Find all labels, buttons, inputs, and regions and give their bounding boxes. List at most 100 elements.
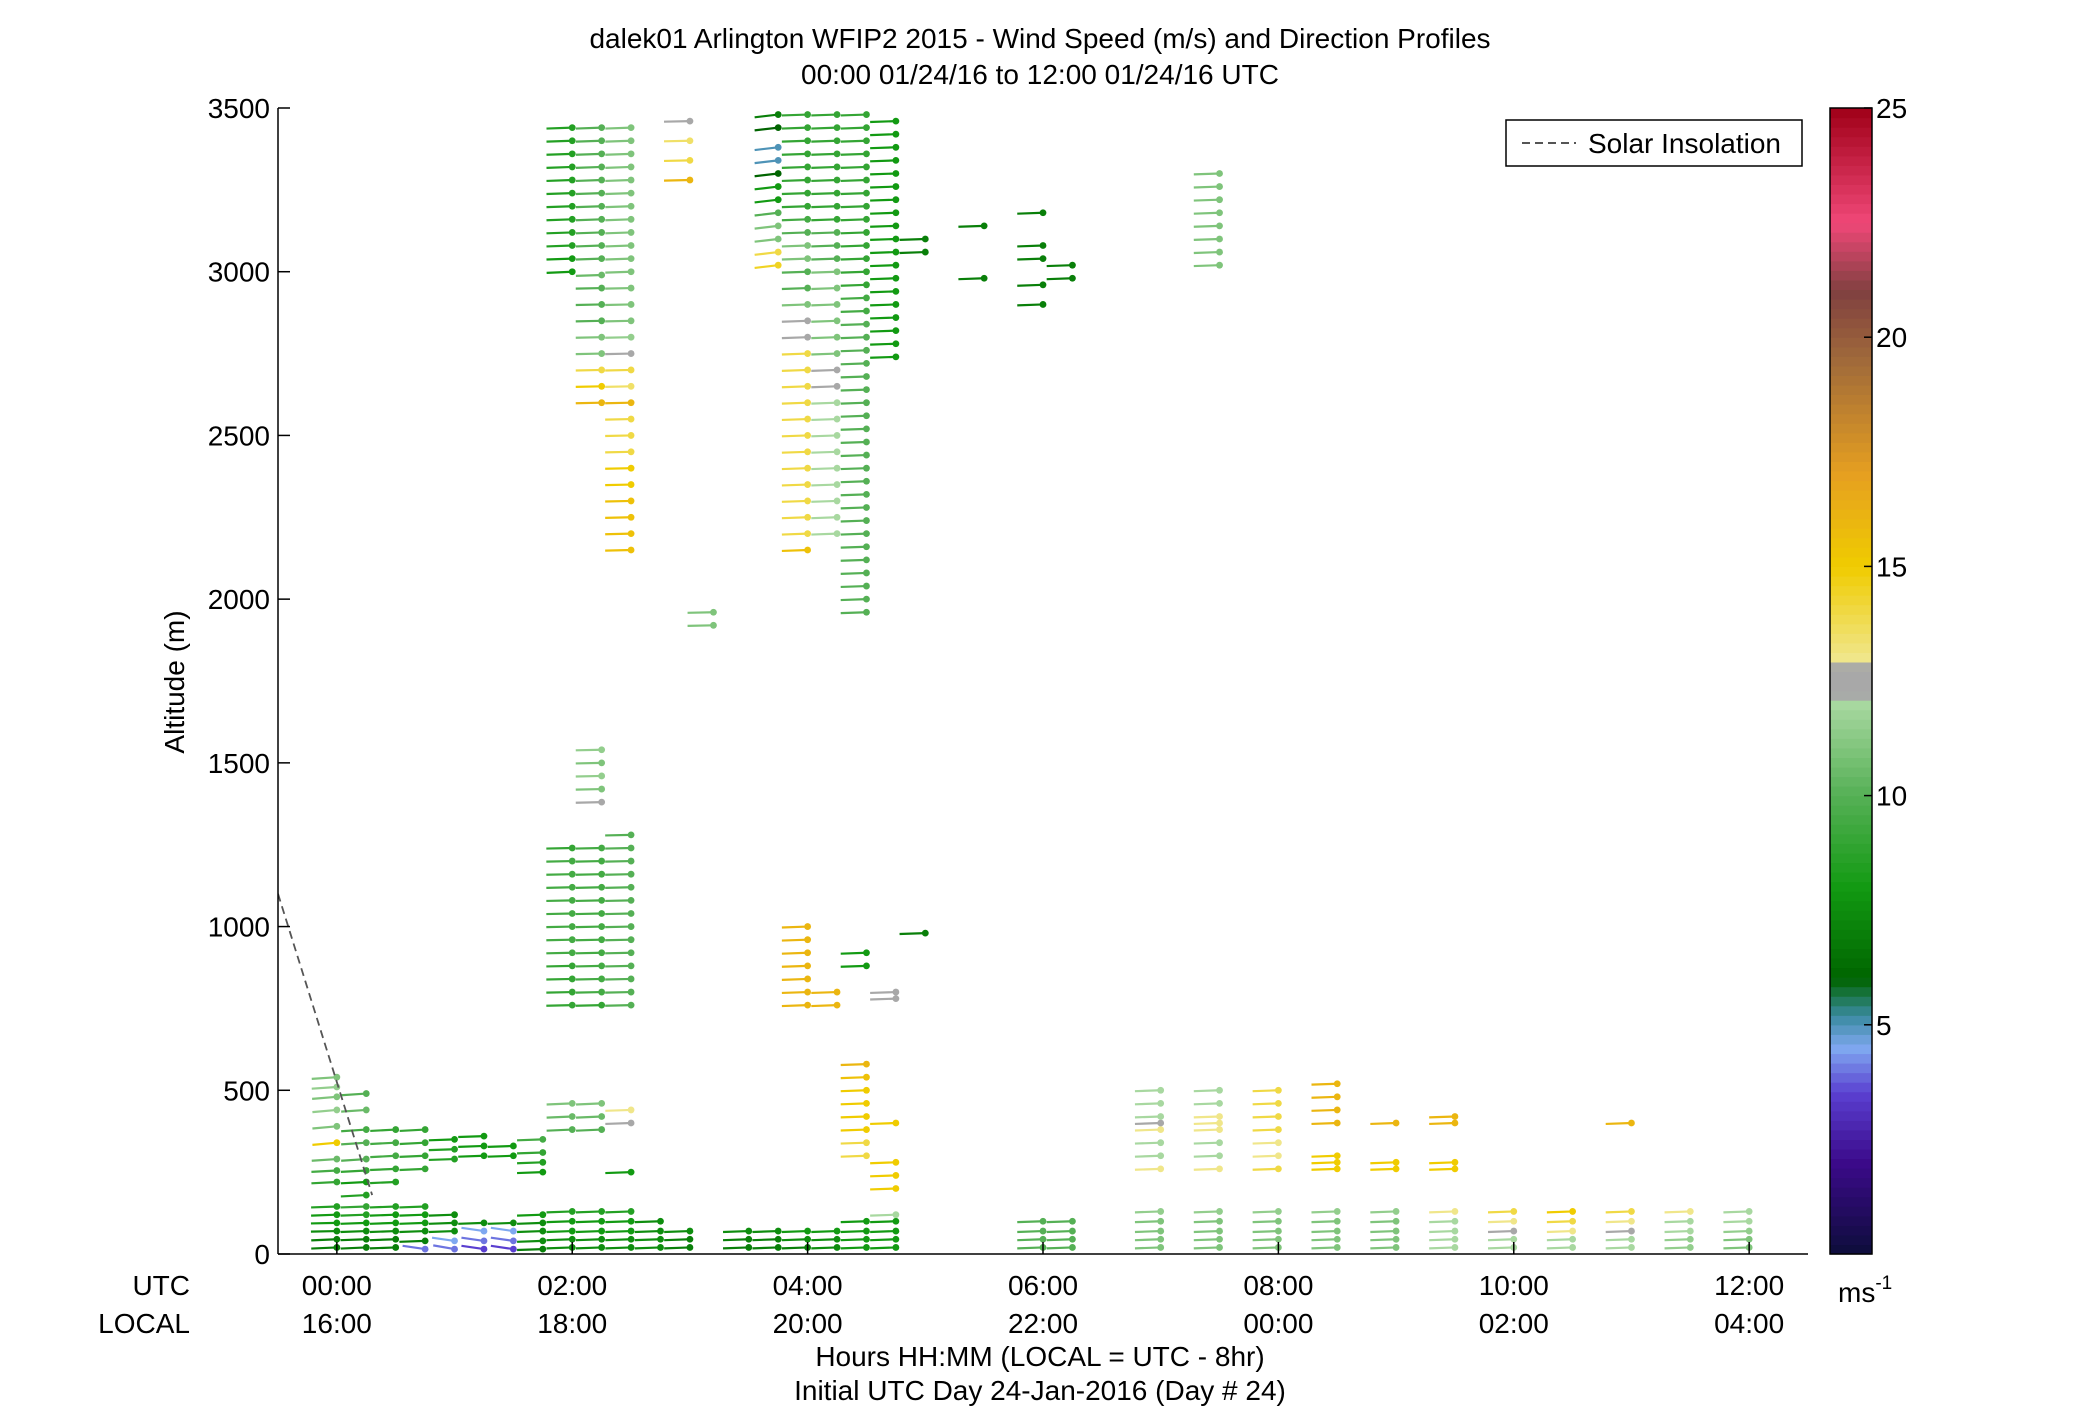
wind-barb	[575, 1238, 602, 1242]
wind-barb-point	[598, 923, 606, 930]
wind-barb-point	[833, 124, 841, 132]
wind-barb	[1134, 1128, 1161, 1132]
wind-barb	[781, 964, 808, 968]
wind-barb	[811, 417, 838, 422]
colorbar-unit-base: ms	[1838, 1277, 1875, 1308]
x-tick-label-local: 20:00	[773, 1308, 843, 1339]
wind-barb	[840, 584, 867, 589]
wind-barb-point	[1333, 1208, 1341, 1215]
wind-barb	[402, 1244, 426, 1251]
wind-barb	[546, 1220, 573, 1224]
wind-barb-point	[627, 910, 635, 917]
wind-barb	[546, 139, 573, 143]
wind-barb	[1487, 1246, 1514, 1250]
wind-barb-point	[892, 287, 900, 295]
wind-barb-point	[568, 1001, 576, 1009]
wind-barb-point	[1392, 1158, 1400, 1166]
wind-barb	[840, 1089, 867, 1093]
wind-barb-point	[892, 222, 900, 230]
wind-barb-point	[863, 504, 870, 511]
wind-barb	[605, 964, 632, 968]
wind-barb	[399, 1128, 426, 1133]
wind-barb	[781, 218, 808, 222]
wind-barb-point	[863, 320, 870, 328]
wind-barb	[1017, 303, 1044, 307]
wind-barb-point	[598, 124, 606, 132]
wind-barb	[870, 990, 896, 995]
wind-barb-point	[1157, 1139, 1165, 1147]
colorbar-segment	[1830, 996, 1872, 1007]
colorbar-segment	[1830, 1225, 1872, 1236]
wind-barb	[1252, 1210, 1279, 1214]
wind-barb-point	[362, 1191, 370, 1199]
wind-barb	[870, 133, 896, 137]
wind-barb-point	[598, 988, 606, 996]
wind-barb-point	[1745, 1217, 1753, 1225]
wind-barb	[1193, 250, 1220, 255]
wind-barb	[811, 532, 838, 536]
wind-barb	[546, 886, 573, 889]
wind-barb	[840, 362, 867, 366]
wind-barb	[1017, 244, 1044, 248]
wind-barb	[487, 1154, 514, 1158]
wind-barb-point	[421, 1219, 429, 1227]
wind-barb	[575, 1220, 602, 1224]
wind-barb	[575, 801, 602, 804]
wind-barb-point	[892, 1227, 900, 1235]
colorbar-segment	[1830, 556, 1872, 567]
wind-barb-point	[480, 1142, 488, 1150]
wind-barb-point	[804, 448, 812, 456]
wind-barb-point	[1745, 1227, 1753, 1235]
colorbar-segment	[1830, 184, 1872, 195]
wind-barb	[546, 165, 573, 169]
wind-barb-point	[627, 242, 635, 249]
wind-barb	[754, 126, 779, 132]
wind-barb-point	[598, 759, 606, 767]
wind-barb-point	[745, 1227, 753, 1235]
wind-barb	[546, 964, 573, 968]
wind-barb	[605, 873, 632, 876]
wind-barb-point	[627, 415, 635, 423]
wind-barb	[458, 1221, 485, 1225]
wind-barb-point	[863, 1099, 870, 1107]
wind-barb	[340, 1213, 367, 1217]
wind-barb	[754, 159, 779, 165]
wind-barb-point	[1686, 1208, 1694, 1215]
wind-barb-point	[509, 1219, 517, 1227]
wind-barb	[575, 385, 602, 388]
wind-barb	[312, 1141, 337, 1146]
wind-barb-point	[863, 202, 870, 210]
wind-barb	[340, 1229, 367, 1234]
wind-barb-point	[804, 949, 812, 957]
wind-barb	[546, 218, 573, 222]
wind-barb-point	[480, 1245, 488, 1253]
wind-barb-point	[392, 1152, 400, 1160]
wind-barb	[546, 270, 573, 274]
colorbar-segment	[1830, 413, 1872, 424]
wind-barb	[546, 859, 573, 863]
wind-barb	[781, 303, 808, 307]
wind-barb-point	[1628, 1227, 1635, 1235]
wind-barb	[781, 152, 808, 156]
wind-barb	[840, 1238, 867, 1242]
colorbar-segment	[1830, 910, 1872, 921]
colorbar-tick-label: 25	[1876, 93, 1907, 124]
wind-barb	[1605, 1229, 1632, 1234]
utc-row-label: UTC	[132, 1270, 190, 1301]
solar-insolation-layer	[278, 893, 374, 1196]
wind-barb-point	[627, 137, 635, 145]
wind-barb-point	[892, 327, 900, 335]
wind-barb-point	[568, 857, 576, 865]
wind-barb-point	[804, 923, 812, 930]
colorbar-segment	[1830, 891, 1872, 902]
wind-barb	[870, 250, 896, 255]
colorbar-segment	[1830, 1129, 1872, 1140]
wind-barb-point	[863, 346, 870, 354]
wind-barb-point	[774, 111, 782, 118]
wind-barb	[811, 385, 838, 389]
wind-barb-point	[627, 949, 635, 957]
wind-barb-point	[1510, 1235, 1518, 1243]
wind-barb	[840, 467, 867, 471]
wind-barb-point	[333, 1073, 341, 1081]
wind-barb	[1605, 1210, 1632, 1214]
